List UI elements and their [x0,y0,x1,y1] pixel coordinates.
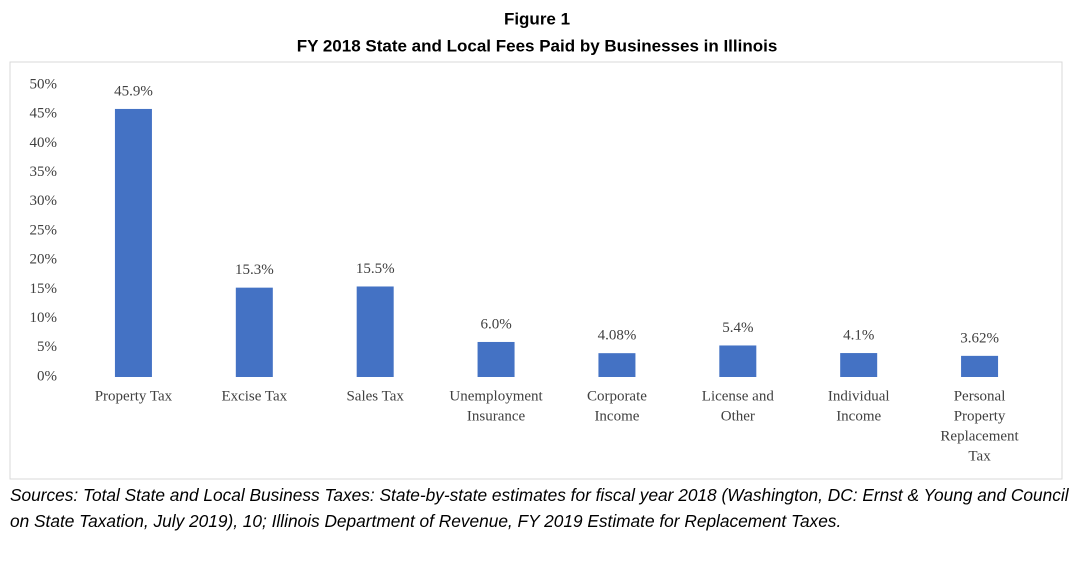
x-tick-label: Replacement [940,428,1019,444]
x-tick-label: Unemployment [449,388,543,404]
bar [356,286,394,377]
x-tick-label: Excise Tax [221,388,287,404]
bar [235,287,273,377]
x-tick-label: Tax [968,448,991,464]
x-tick-label: Property Tax [95,388,173,404]
y-tick-label: 15% [30,281,58,297]
x-tick-label: Personal [954,388,1006,404]
data-label: 6.0% [480,316,511,332]
chart: Figure 1 FY 2018 State and Local Fees Pa… [9,9,1063,480]
chart-subtitle: FY 2018 State and Local Fees Paid by Bus… [297,36,778,55]
data-label: 4.1% [843,327,874,343]
bar [961,355,999,377]
x-tick-label: Insurance [467,408,526,424]
bar [840,353,878,377]
y-tick-label: 35% [30,164,58,180]
y-tick-label: 10% [30,310,58,326]
x-tick-label: Other [721,408,755,424]
y-tick-label: 45% [30,106,58,122]
x-tick-label: Property [954,408,1006,424]
data-label: 15.3% [235,262,274,278]
source-note: Sources: Total State and Local Business … [10,485,1069,531]
y-tick-label: 5% [37,339,57,355]
bar [719,345,757,377]
y-tick-label: 20% [30,252,58,268]
data-label: 3.62% [960,330,999,346]
data-label: 5.4% [722,320,753,336]
x-tick-label: License and [702,388,775,404]
y-tick-label: 40% [30,135,58,151]
y-tick-label: 30% [30,193,58,209]
x-tick-label: Income [594,408,639,424]
data-label: 4.08% [598,328,637,344]
bar [598,353,636,377]
bar [114,108,152,377]
y-tick-label: 25% [30,222,58,238]
data-label: 15.5% [356,261,395,277]
chart-frame [9,61,1063,480]
x-tick-label: Individual [828,388,890,404]
y-tick-label: 50% [30,76,58,92]
y-tick-label: 0% [37,368,57,384]
x-tick-label: Income [836,408,881,424]
bar [477,341,515,377]
x-tick-label: Corporate [587,388,647,404]
chart-title: Figure 1 [504,9,570,28]
x-tick-label: Sales Tax [346,388,404,404]
data-label: 45.9% [114,83,153,99]
